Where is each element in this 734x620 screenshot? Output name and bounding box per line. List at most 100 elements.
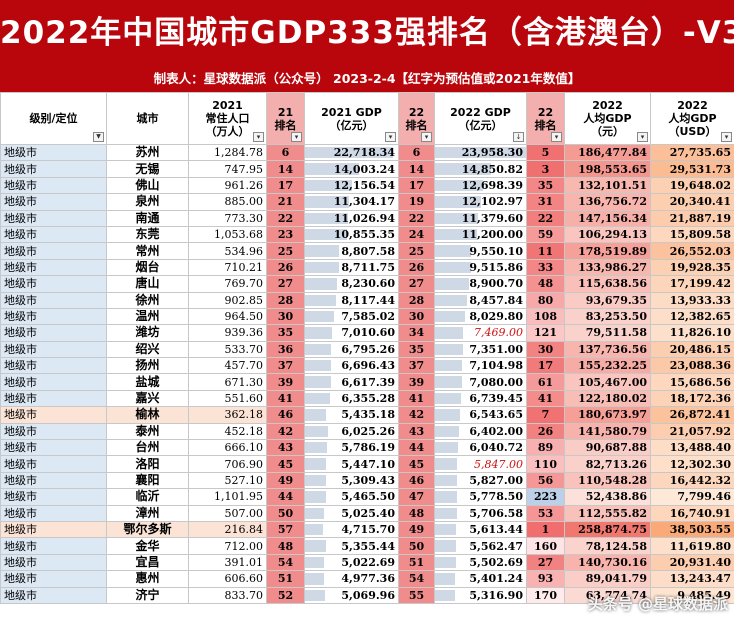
- filter-dropdown-icon[interactable]: ▾: [421, 132, 432, 142]
- table-row[interactable]: 地级市 漳州 507.00 50 5,025.40 48 5,706.58 53 112,555…: [0, 504, 734, 522]
- rank-2021-cell[interactable]: 23: [266, 225, 305, 244]
- population-cell[interactable]: 457.70: [188, 357, 267, 375]
- population-cell[interactable]: 961.26: [188, 176, 267, 195]
- level-cell[interactable]: 地级市: [0, 439, 107, 457]
- gdp-2021-cell[interactable]: 4,977.36: [304, 570, 399, 588]
- rank-2022-cell[interactable]: 46: [398, 471, 435, 490]
- gdp-2021-cell[interactable]: 5,786.19: [304, 439, 399, 457]
- gdp-per-capita-usd-cell[interactable]: 12,302.30: [650, 455, 734, 473]
- population-cell[interactable]: 706.90: [188, 455, 267, 473]
- rank-2022-cell[interactable]: 30: [398, 307, 435, 326]
- gdp-2021-cell[interactable]: 5,022.69: [304, 553, 399, 572]
- gdp-per-capita-usd-cell[interactable]: 26,872.41: [650, 406, 734, 424]
- rank-2022-cell[interactable]: 43: [398, 422, 435, 441]
- level-cell[interactable]: 地级市: [0, 209, 107, 227]
- rank-per-capita-cell[interactable]: 53: [526, 504, 565, 522]
- city-cell[interactable]: 济宁: [106, 586, 189, 604]
- gdp-2021-cell[interactable]: 4,715.70: [304, 520, 399, 539]
- gdp-per-capita-cell[interactable]: 78,124.58: [564, 537, 651, 555]
- population-cell[interactable]: 964.50: [188, 307, 267, 326]
- gdp-2021-cell[interactable]: 5,309.43: [304, 471, 399, 490]
- level-cell[interactable]: 地级市: [0, 242, 107, 260]
- population-cell[interactable]: 391.01: [188, 553, 267, 572]
- gdp-2022-cell[interactable]: 5,827.00: [434, 471, 527, 490]
- rank-per-capita-cell[interactable]: 35: [526, 176, 565, 195]
- rank-2021-cell[interactable]: 6: [266, 143, 305, 162]
- gdp-per-capita-usd-cell[interactable]: 15,809.58: [650, 225, 734, 244]
- rank-2021-cell[interactable]: 17: [266, 176, 305, 195]
- gdp-per-capita-usd-cell[interactable]: 21,887.19: [650, 209, 734, 227]
- filter-sort-icon[interactable]: ↓: [513, 132, 524, 142]
- filter-dropdown-icon[interactable]: ▾: [637, 132, 648, 142]
- population-cell[interactable]: 551.60: [188, 389, 267, 408]
- gdp-per-capita-cell[interactable]: 79,511.58: [564, 324, 651, 342]
- gdp-2022-cell[interactable]: 11,200.00: [434, 225, 527, 244]
- gdp-per-capita-usd-cell[interactable]: 20,340.41: [650, 193, 734, 211]
- population-cell[interactable]: 1,101.95: [188, 488, 267, 506]
- filter-dropdown-icon[interactable]: ▾: [385, 132, 396, 142]
- rank-per-capita-cell[interactable]: 108: [526, 307, 565, 326]
- gdp-per-capita-usd-cell[interactable]: 11,826.10: [650, 324, 734, 342]
- rank-per-capita-cell[interactable]: 31: [526, 193, 565, 211]
- header-gdp-per-capita-usd[interactable]: 2022 人均GDP （USD） ▾: [650, 92, 734, 145]
- rank-2022-cell[interactable]: 22: [398, 209, 435, 227]
- filter-dropdown-icon[interactable]: ▾: [253, 132, 264, 142]
- level-cell[interactable]: 地级市: [0, 520, 107, 539]
- table-row[interactable]: 地级市 唐山 769.70 27 8,230.60 27 8,900.70 48 115,638…: [0, 275, 734, 293]
- city-cell[interactable]: 台州: [106, 439, 189, 457]
- rank-2022-cell[interactable]: 17: [398, 176, 435, 195]
- rank-2022-cell[interactable]: 25: [398, 242, 435, 260]
- table-row[interactable]: 地级市 泰州 452.18 42 6,025.26 43 6,402.00 26 141,580…: [0, 422, 734, 441]
- gdp-2022-cell[interactable]: 5,562.47: [434, 537, 527, 555]
- gdp-2022-cell[interactable]: 5,401.24: [434, 570, 527, 588]
- rank-2022-cell[interactable]: 42: [398, 406, 435, 424]
- level-cell[interactable]: 地级市: [0, 160, 107, 178]
- rank-2022-cell[interactable]: 50: [398, 537, 435, 555]
- gdp-2021-cell[interactable]: 22,718.34: [304, 143, 399, 162]
- population-cell[interactable]: 452.18: [188, 422, 267, 441]
- gdp-per-capita-usd-cell[interactable]: 19,648.02: [650, 176, 734, 195]
- population-cell[interactable]: 362.18: [188, 406, 267, 424]
- level-cell[interactable]: 地级市: [0, 291, 107, 309]
- rank-2021-cell[interactable]: 35: [266, 324, 305, 342]
- gdp-per-capita-usd-cell[interactable]: 20,931.40: [650, 553, 734, 572]
- rank-2021-cell[interactable]: 46: [266, 406, 305, 424]
- rank-2022-cell[interactable]: 27: [398, 275, 435, 293]
- level-cell[interactable]: 地级市: [0, 389, 107, 408]
- rank-2022-cell[interactable]: 19: [398, 193, 435, 211]
- rank-per-capita-cell[interactable]: 27: [526, 553, 565, 572]
- header-city[interactable]: 城市: [106, 92, 189, 145]
- rank-2021-cell[interactable]: 28: [266, 291, 305, 309]
- gdp-2022-cell[interactable]: 7,104.98: [434, 357, 527, 375]
- level-cell[interactable]: 地级市: [0, 422, 107, 441]
- table-row[interactable]: 地级市 徐州 902.85 28 8,117.44 28 8,457.84 80 93,679.…: [0, 291, 734, 309]
- gdp-2022-cell[interactable]: 5,706.58: [434, 504, 527, 522]
- gdp-per-capita-usd-cell[interactable]: 9,485.49: [650, 586, 734, 604]
- table-row[interactable]: 地级市 榆林 362.18 46 5,435.18 42 6,543.65 7 180,673.…: [0, 406, 734, 424]
- gdp-per-capita-cell[interactable]: 90,687.88: [564, 439, 651, 457]
- city-cell[interactable]: 洛阳: [106, 455, 189, 473]
- table-row[interactable]: 地级市 鄂尔多斯 216.84 57 4,715.70 49 5,613.44 1 258,87…: [0, 520, 734, 539]
- gdp-2021-cell[interactable]: 5,465.50: [304, 488, 399, 506]
- rank-per-capita-cell[interactable]: 93: [526, 570, 565, 588]
- gdp-2022-cell[interactable]: 9,550.10: [434, 242, 527, 260]
- population-cell[interactable]: 833.70: [188, 586, 267, 604]
- gdp-2022-cell[interactable]: 12,698.39: [434, 176, 527, 195]
- rank-per-capita-cell[interactable]: 41: [526, 389, 565, 408]
- gdp-per-capita-cell[interactable]: 106,294.13: [564, 225, 651, 244]
- rank-2021-cell[interactable]: 22: [266, 209, 305, 227]
- gdp-per-capita-cell[interactable]: 82,713.26: [564, 455, 651, 473]
- city-cell[interactable]: 徐州: [106, 291, 189, 309]
- gdp-per-capita-cell[interactable]: 141,580.79: [564, 422, 651, 441]
- table-row[interactable]: 地级市 无锡 747.95 14 14,003.24 14 14,850.82 3 198,55…: [0, 160, 734, 178]
- city-cell[interactable]: 临沂: [106, 488, 189, 506]
- gdp-2022-cell[interactable]: 5,316.90: [434, 586, 527, 604]
- gdp-2021-cell[interactable]: 8,230.60: [304, 275, 399, 293]
- gdp-2022-cell[interactable]: 5,778.50: [434, 488, 527, 506]
- level-cell[interactable]: 地级市: [0, 537, 107, 555]
- rank-per-capita-cell[interactable]: 56: [526, 471, 565, 490]
- population-cell[interactable]: 769.70: [188, 275, 267, 293]
- city-cell[interactable]: 唐山: [106, 275, 189, 293]
- gdp-per-capita-usd-cell[interactable]: 11,619.80: [650, 537, 734, 555]
- city-cell[interactable]: 佛山: [106, 176, 189, 195]
